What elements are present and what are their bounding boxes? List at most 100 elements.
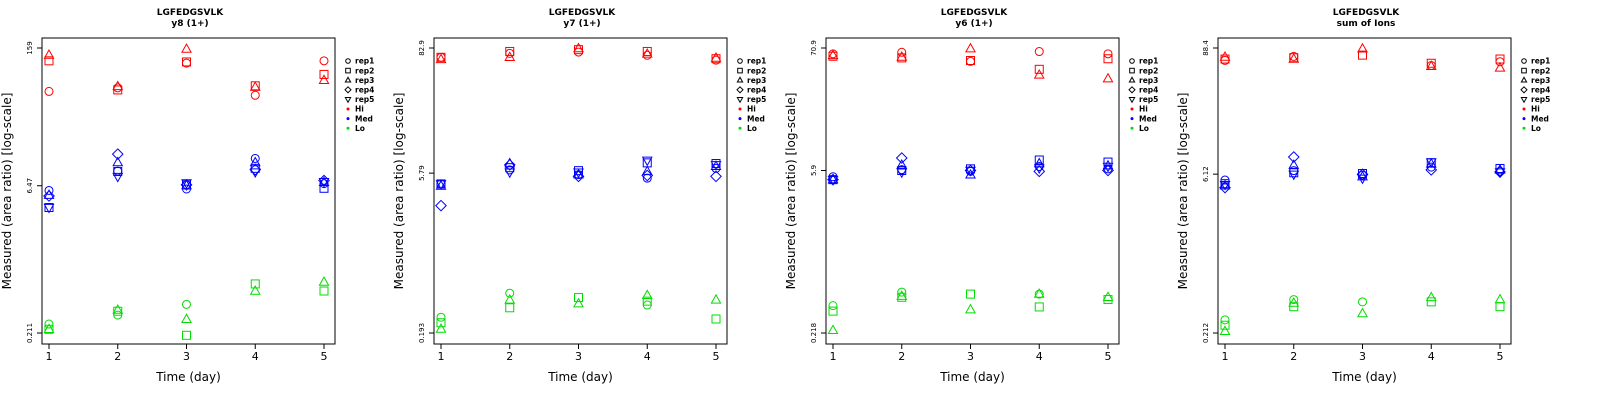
legend-marker-hi — [346, 107, 350, 111]
legend-label: rep5 — [355, 95, 374, 104]
legend-label: rep5 — [1139, 95, 1158, 104]
point-hi-rep3 — [181, 43, 192, 53]
y-tick-label: 0.218 — [810, 323, 818, 343]
chart-subtitle: y7 (1+) — [563, 19, 600, 29]
point-lo-rep2 — [574, 293, 583, 303]
point-hi-rep1 — [1034, 47, 1044, 57]
x-tick-label: 2 — [1290, 350, 1297, 363]
chart-title: LGFEDGSVLK — [157, 8, 224, 18]
legend-marker-lo — [346, 126, 350, 130]
x-tick-label: 4 — [1428, 350, 1435, 363]
point-med-rep4 — [1102, 164, 1114, 177]
point-med-rep5 — [504, 168, 516, 179]
x-tick-label: 4 — [644, 350, 651, 363]
point-med-rep3 — [896, 158, 908, 169]
data-points — [1219, 42, 1506, 335]
point-hi-rep3 — [1102, 72, 1114, 83]
point-hi-rep2 — [642, 46, 652, 56]
point-hi-rep2 — [1103, 54, 1113, 64]
point-med-rep5 — [1425, 158, 1437, 169]
point-lo-rep3 — [1288, 296, 1300, 307]
legend-marker-rep3 — [344, 76, 352, 83]
point-med-rep5 — [710, 161, 722, 171]
point-hi-rep2 — [897, 53, 907, 63]
point-lo-rep2 — [828, 306, 838, 316]
legend-marker-med — [346, 117, 350, 121]
point-med-rep4 — [895, 152, 908, 164]
legend-marker-lo — [1522, 126, 1526, 130]
point-med-rep4 — [1287, 151, 1300, 163]
legend-marker-lo — [738, 126, 742, 130]
legend-marker-hi — [738, 107, 742, 111]
point-med-rep1 — [44, 185, 54, 195]
point-lo-rep2 — [711, 314, 721, 324]
point-lo-rep3 — [1102, 291, 1114, 301]
x-tick-label: 4 — [1036, 350, 1043, 363]
point-hi-rep3 — [249, 81, 261, 91]
point-hi-rep3 — [573, 42, 584, 53]
y-tick-label: 6.47 — [26, 178, 34, 194]
y-axis-label: Measured (area ratio) [log-scale] — [392, 93, 406, 290]
point-lo-rep2 — [182, 330, 191, 340]
y-tick-label: 82.9 — [418, 40, 426, 56]
point-hi-rep3 — [827, 49, 839, 60]
point-hi-rep2 — [966, 56, 975, 66]
point-lo-rep2 — [1426, 297, 1436, 307]
legend-marker-rep4 — [736, 86, 744, 94]
plot-frame — [825, 37, 1120, 345]
x-tick-label: 1 — [1222, 350, 1229, 363]
point-hi-rep3 — [1425, 60, 1437, 71]
point-hi-rep1 — [44, 86, 54, 96]
point-hi-rep3 — [504, 51, 516, 62]
legend-label: rep4 — [1139, 86, 1158, 95]
chart-title: LGFEDGSVLK — [941, 8, 1008, 18]
point-med-rep4 — [503, 158, 516, 171]
x-axis-label: Time (day) — [939, 370, 1005, 384]
legend-marker-lo — [1130, 126, 1134, 130]
chart-subtitle: sum of Ions — [1337, 19, 1396, 29]
point-hi-rep3 — [43, 49, 55, 59]
legend-marker-med — [738, 117, 742, 121]
point-hi-rep2 — [1426, 58, 1436, 68]
chart-title: LGFEDGSVLK — [549, 8, 616, 18]
point-hi-rep3 — [1357, 42, 1368, 53]
point-lo-rep3 — [1357, 307, 1368, 318]
legend-label: rep1 — [355, 57, 374, 66]
x-axis-label: Time (day) — [547, 370, 613, 384]
point-hi-rep3 — [435, 53, 447, 64]
legend-marker-rep4 — [344, 86, 352, 94]
point-lo-rep3 — [435, 323, 447, 333]
legend-marker-rep4 — [1128, 86, 1136, 94]
point-med-rep2 — [113, 167, 123, 177]
point-lo-rep2 — [250, 279, 260, 289]
point-lo-rep3 — [504, 293, 516, 304]
point-lo-rep3 — [641, 289, 653, 300]
legend-label: Hi — [1139, 105, 1148, 114]
point-lo-rep1 — [436, 312, 446, 322]
legend-label: rep2 — [747, 66, 766, 75]
point-lo-rep3 — [318, 276, 330, 286]
point-med-rep3 — [827, 173, 839, 184]
legend-label: Lo — [1139, 124, 1149, 133]
x-tick-label: 1 — [46, 350, 53, 363]
legend-marker-rep1 — [737, 58, 743, 64]
point-hi-rep3 — [1288, 53, 1300, 63]
point-lo-rep3 — [1219, 325, 1231, 335]
point-med-rep2 — [1034, 155, 1044, 165]
point-hi-rep3 — [710, 51, 722, 62]
point-lo-rep2 — [1034, 302, 1044, 312]
point-lo-rep3 — [573, 297, 584, 308]
point-hi-rep2 — [711, 54, 721, 64]
y-tick-label: 5.79 — [418, 165, 426, 181]
point-hi-rep2 — [44, 56, 54, 66]
y-tick-label: 0.212 — [1202, 323, 1210, 343]
point-hi-rep1 — [113, 83, 123, 93]
x-tick-label: 1 — [830, 350, 837, 363]
legend-label: rep1 — [747, 57, 766, 66]
x-tick-label: 2 — [114, 350, 121, 363]
x-tick-label: 1 — [438, 350, 445, 363]
